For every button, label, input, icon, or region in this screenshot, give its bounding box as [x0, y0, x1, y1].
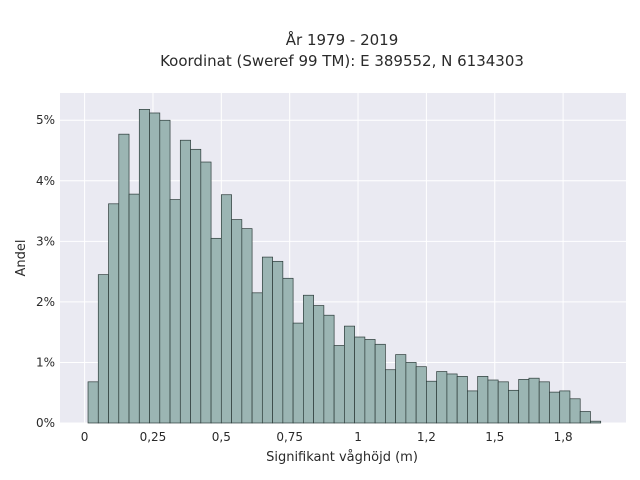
y-tick-label: 1%	[36, 355, 55, 369]
histogram-bar	[333, 345, 345, 424]
histogram-bar	[118, 133, 130, 424]
histogram-bar	[374, 343, 386, 424]
histogram-bar	[323, 314, 335, 424]
histogram-bar	[590, 420, 602, 424]
histogram-bar	[313, 305, 325, 424]
histogram-bar	[385, 369, 396, 424]
histogram-bar	[292, 322, 304, 424]
histogram-bar	[446, 373, 458, 424]
y-axis-label: Andel	[14, 240, 29, 277]
x-tick-label: 0,25	[140, 430, 167, 444]
histogram-bar	[179, 139, 191, 424]
histogram-bar	[149, 112, 161, 424]
histogram-bar	[487, 379, 499, 424]
y-tick-label: 2%	[36, 295, 55, 309]
histogram-bar	[138, 108, 150, 424]
histogram-bar	[528, 377, 540, 424]
y-tick-labels: 0% 1% 2% 3% 4% 5%	[36, 113, 55, 430]
histogram-bar	[549, 391, 561, 424]
histogram-bar	[282, 277, 294, 424]
histogram-bar	[508, 389, 520, 424]
histogram-bar	[538, 381, 550, 424]
histogram-bar	[251, 292, 263, 424]
histogram-bar	[87, 381, 99, 424]
histogram-bar	[261, 256, 273, 424]
histogram-bar	[272, 260, 284, 424]
histogram-bar	[190, 148, 202, 424]
y-tick-label: 0%	[36, 416, 55, 430]
histogram-bar	[108, 203, 120, 424]
histogram-bar	[436, 371, 448, 424]
histogram-bar	[169, 199, 181, 424]
histogram-bar	[569, 398, 581, 424]
chart-subtitle: Koordinat (Sweref 99 TM): E 389552, N 61…	[160, 52, 524, 70]
bars	[87, 108, 602, 424]
histogram-bar	[456, 376, 468, 424]
histogram-bar	[241, 228, 253, 424]
x-tick-label: 0,75	[276, 430, 303, 444]
histogram-bar	[354, 336, 366, 424]
histogram-bar	[210, 237, 222, 424]
x-tick-label: 1,5	[485, 430, 504, 444]
x-axis-label: Signifikant våghöjd (m)	[266, 450, 418, 465]
x-tick-label: 1	[354, 430, 362, 444]
histogram-bar	[477, 376, 489, 424]
x-tick-label: 1,2	[417, 430, 436, 444]
histogram-bar	[405, 362, 417, 424]
histogram-bar	[559, 390, 571, 424]
histogram-bar	[231, 219, 243, 424]
histogram-bar	[467, 390, 479, 424]
x-tick-label: 1,8	[554, 430, 573, 444]
histogram-bar	[159, 119, 171, 424]
histogram-bar	[200, 161, 212, 424]
y-tick-label: 3%	[36, 234, 55, 248]
histogram-bar	[579, 411, 591, 424]
histogram-bar	[97, 274, 109, 424]
histogram-bar	[518, 379, 530, 424]
x-tick-label: 0,5	[212, 430, 231, 444]
histogram-bar	[497, 381, 509, 424]
y-tick-label: 4%	[36, 174, 55, 188]
x-tick-labels: 0 0,25 0,5 0,75 1 1,2 1,5 1,8	[81, 430, 573, 444]
x-tick-label: 0	[81, 430, 89, 444]
histogram-bar	[220, 194, 232, 424]
histogram-bar	[395, 354, 407, 424]
histogram-bar	[426, 380, 437, 424]
histogram-bar	[364, 339, 376, 424]
y-tick-label: 5%	[36, 113, 55, 127]
histogram-bar	[415, 366, 427, 424]
chart-title: År 1979 - 2019	[286, 30, 399, 49]
histogram-bar	[128, 193, 140, 424]
histogram-bar	[344, 325, 355, 424]
histogram-bar	[303, 294, 314, 424]
